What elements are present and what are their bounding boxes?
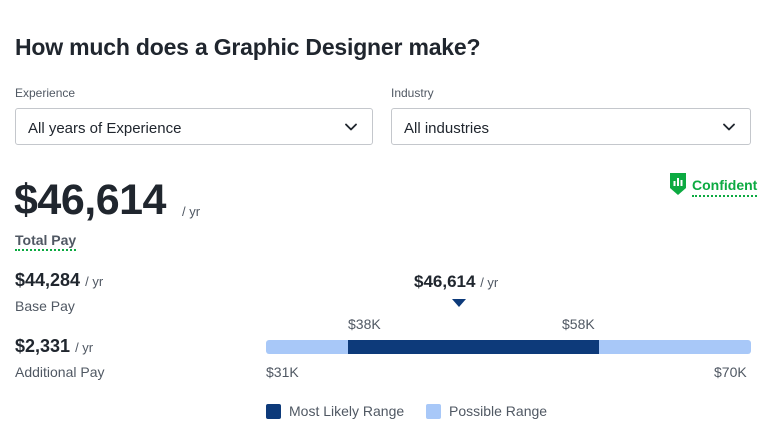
industry-select[interactable]: All industries	[391, 108, 751, 145]
experience-label: Experience	[15, 86, 76, 100]
range-marker-value: $46,614 / yr	[414, 272, 498, 292]
most-likely-swatch-icon	[266, 403, 281, 419]
total-pay-amount: $46,614	[14, 176, 166, 224]
confidence-label: Confident	[692, 177, 758, 197]
base-pay-value: $44,284	[15, 270, 81, 290]
total-pay-label[interactable]: Total Pay	[15, 232, 77, 251]
total-pay-period: / yr	[182, 204, 201, 219]
additional-pay-label: Additional Pay	[15, 364, 105, 380]
legend-most-likely: Most Likely Range	[266, 403, 404, 419]
legend-possible: Possible Range	[426, 403, 547, 419]
confidence-chart-icon	[670, 173, 686, 195]
chevron-down-icon	[345, 123, 357, 131]
range-marker-amount: $46,614	[414, 272, 476, 291]
base-pay-amount: $44,284 / yr	[15, 270, 103, 291]
industry-label: Industry	[391, 86, 434, 100]
experience-select-value: All years of Experience	[28, 120, 182, 137]
most-likely-range-bar	[348, 340, 599, 354]
likely-high-label: $58K	[562, 316, 595, 332]
industry-select-value: All industries	[404, 120, 490, 137]
range-min-label: $31K	[266, 364, 299, 380]
base-pay-label: Base Pay	[15, 298, 75, 314]
chevron-down-icon	[723, 123, 735, 131]
additional-pay-value: $2,331	[15, 336, 71, 356]
additional-pay-amount: $2,331 / yr	[15, 336, 93, 357]
range-marker-period: / yr	[480, 275, 499, 290]
base-pay-period: / yr	[85, 274, 104, 289]
legend-possible-label: Possible Range	[449, 403, 548, 419]
range-marker-caret-icon	[452, 299, 466, 307]
range-max-label: $70K	[714, 364, 747, 380]
additional-pay-period: / yr	[75, 340, 94, 355]
confidence-badge[interactable]: Confident	[668, 171, 758, 197]
possible-swatch-icon	[426, 403, 441, 419]
likely-low-label: $38K	[348, 316, 381, 332]
experience-select[interactable]: All years of Experience	[15, 108, 373, 145]
legend-most-likely-label: Most Likely Range	[289, 403, 405, 419]
page-title: How much does a Graphic Designer make?	[15, 34, 481, 60]
